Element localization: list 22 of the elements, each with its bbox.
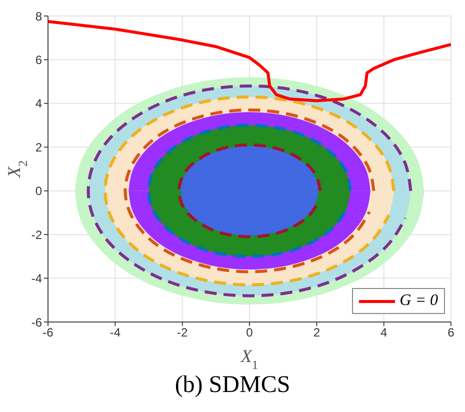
y-tick-label: 0 bbox=[35, 184, 42, 198]
y-tick-label: 2 bbox=[35, 140, 42, 154]
y-tick-label: -4 bbox=[31, 272, 42, 286]
y-tick-label: 8 bbox=[35, 9, 42, 24]
y-tick-label: 6 bbox=[35, 52, 42, 67]
x-axis-title: X$_{1}$ bbox=[240, 346, 258, 372]
line-series bbox=[177, 143, 322, 238]
x-tick-label: -2 bbox=[176, 326, 188, 340]
x-tick-label: 2 bbox=[313, 326, 320, 340]
y-tick-label: 4 bbox=[35, 96, 42, 111]
x-tick-label: -4 bbox=[110, 326, 121, 340]
x-tick-label: 4 bbox=[380, 326, 388, 340]
line-series bbox=[147, 124, 352, 258]
legend-label: G = 0 bbox=[400, 292, 438, 310]
x-tick-label: 6 bbox=[448, 326, 455, 340]
line-series bbox=[104, 95, 396, 286]
x-tick-label: 0 bbox=[246, 326, 254, 340]
line-series bbox=[124, 108, 376, 274]
y-tick-label: -2 bbox=[31, 228, 42, 242]
text: (b) SDMCS bbox=[174, 372, 292, 399]
y-tick-label: -6 bbox=[31, 315, 42, 330]
line-series bbox=[48, 20, 451, 102]
